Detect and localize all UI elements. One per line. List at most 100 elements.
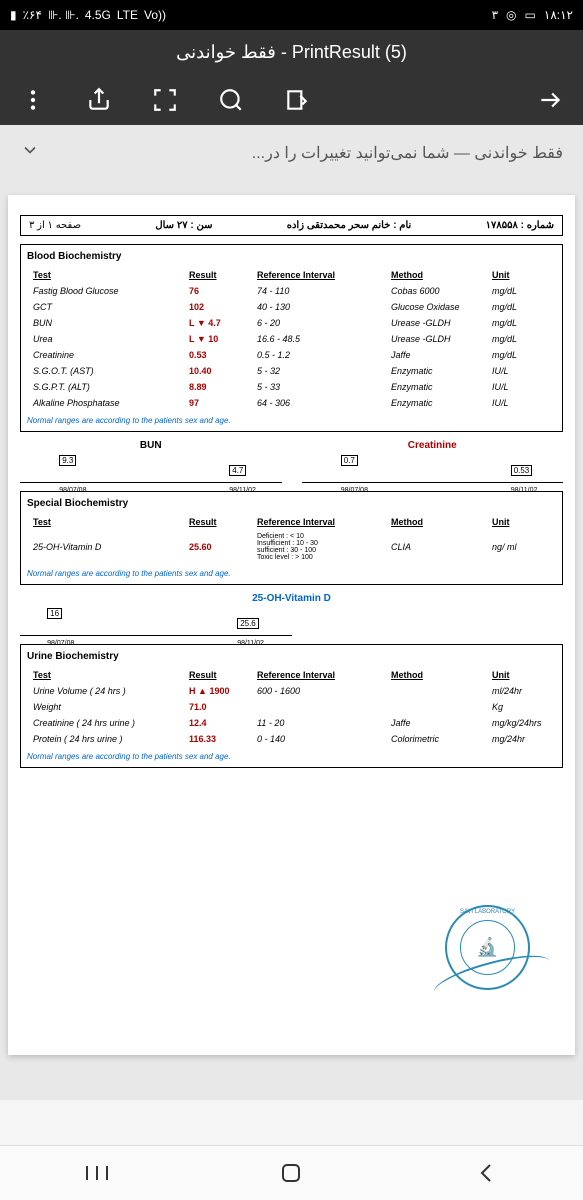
- table-row: BUN L ▼ 4.7 6 - 20 Urease -GLDH mg/dL: [29, 316, 554, 330]
- chart-date-label: 98/11/02: [229, 487, 256, 494]
- table-row: Urea L ▼ 10 16.6 - 48.5 Urease -GLDH mg/…: [29, 332, 554, 346]
- battery-pct: ٪۶۴: [23, 8, 42, 22]
- cell-test: Urine Volume ( 24 hrs ): [29, 684, 183, 698]
- cell-unit: Kg: [488, 700, 554, 714]
- cell-method: CLIA: [387, 531, 486, 563]
- cell-test: Creatinine ( 24 hrs urine ): [29, 716, 183, 730]
- fullscreen-icon[interactable]: [152, 87, 178, 113]
- cell-test: Urea: [29, 332, 183, 346]
- cell-ref: 64 - 306: [253, 396, 385, 410]
- status-bar: ▮ ٪۶۴ ⊪. ⊪. 4.5G LTE Vo)) ۳ ◎ ▭ ۱۸:۱۲: [0, 0, 583, 30]
- home-button[interactable]: [276, 1158, 306, 1188]
- number-label: شماره :: [521, 220, 554, 231]
- chevron-down-icon[interactable]: [20, 140, 40, 165]
- table-row: Weight 71.0 Kg: [29, 700, 554, 714]
- vitd-chart: 25-OH-Vitamin D 1698/07/0825.698/11/02: [20, 593, 563, 636]
- blood-bio-table: Test Result Reference Interval Method Un…: [27, 266, 556, 412]
- table-row: Creatinine 0.53 0.5 - 1.2 Jaffe mg/dL: [29, 348, 554, 362]
- th-method: Method: [387, 515, 486, 529]
- note-text: Normal ranges are according to the patie…: [27, 416, 556, 425]
- cell-result: L ▼ 10: [185, 332, 251, 346]
- cell-result: 25.60: [189, 542, 212, 552]
- section-title: Special Biochemistry: [27, 498, 556, 509]
- age-value: ۲۷ سال: [155, 220, 187, 231]
- chart-date-label: 98/07/08: [341, 487, 368, 494]
- cell-result: 102: [185, 300, 251, 314]
- th-method: Method: [387, 268, 486, 282]
- readonly-banner[interactable]: فقط خواندنی — شما نمی‌توانید تغییرات را …: [0, 125, 583, 180]
- signal-type: 4.5G: [85, 8, 111, 22]
- back-button[interactable]: [471, 1158, 501, 1188]
- chart-title: BUN: [20, 440, 282, 451]
- section-title: Urine Biochemistry: [27, 651, 556, 662]
- cell-ref: 16.6 - 48.5: [253, 332, 385, 346]
- table-row: 25-OH-Vitamin D 25.60 Deficient : < 10In…: [29, 531, 554, 563]
- cell-unit: IU/L: [488, 380, 554, 394]
- table-row: Creatinine ( 24 hrs urine ) 12.4 11 - 20…: [29, 716, 554, 730]
- cell-method: Jaffe: [387, 348, 486, 362]
- cell-result: 116.33: [185, 732, 251, 746]
- cell-method: Enzymatic: [387, 380, 486, 394]
- special-bio-table: Test Result Reference Interval Method Un…: [27, 513, 556, 565]
- document-page: شماره : ۱۷۸۵۵۸ نام : خانم سحر محمدتقی زا…: [8, 195, 575, 1055]
- chart-row: 25-OH-Vitamin D 1698/07/0825.698/11/02: [20, 593, 563, 636]
- cell-unit: ng/ ml: [488, 531, 554, 563]
- document-header: شماره : ۱۷۸۵۵۸ نام : خانم سحر محمدتقی زا…: [20, 215, 563, 236]
- document-viewport[interactable]: شماره : ۱۷۸۵۵۸ نام : خانم سحر محمدتقی زا…: [0, 180, 583, 1100]
- cell-ref: 74 - 110: [253, 284, 385, 298]
- name-value: خانم سحر محمدتقی زاده: [287, 220, 391, 231]
- forward-arrow-icon[interactable]: [537, 87, 563, 113]
- battery-icon: ▮: [10, 8, 17, 22]
- cell-unit: mg/24hr: [488, 732, 554, 746]
- search-icon[interactable]: [218, 87, 244, 113]
- cell-method: Urease -GLDH: [387, 316, 486, 330]
- cell-ref: [253, 700, 385, 714]
- th-unit: Unit: [488, 668, 554, 682]
- cell-method: Urease -GLDH: [387, 332, 486, 346]
- cell-unit: mg/dL: [488, 284, 554, 298]
- system-nav-bar: [0, 1145, 583, 1200]
- urine-bio-table: Test Result Reference Interval Method Un…: [27, 666, 556, 748]
- chart-point: 0.7: [341, 455, 358, 466]
- th-method: Method: [387, 668, 486, 682]
- cell-method: Jaffe: [387, 716, 486, 730]
- cell-result: 12.4: [185, 716, 251, 730]
- stamp-text: SAVI LABORATORY: [460, 909, 515, 915]
- share-icon[interactable]: [86, 87, 112, 113]
- cell-ref: Deficient : < 10Insufficient : 10 - 30su…: [253, 531, 385, 563]
- cell-unit: IU/L: [488, 396, 554, 410]
- bun-chart: BUN 9.398/07/084.798/11/02: [20, 440, 282, 483]
- note-text: Normal ranges are according to the patie…: [27, 752, 556, 761]
- age-label: سن :: [190, 220, 212, 231]
- th-unit: Unit: [488, 268, 554, 282]
- chart-point: 9.3: [59, 455, 76, 466]
- number-value: ۱۷۸۵۵۸: [486, 220, 518, 231]
- edit-icon[interactable]: [284, 87, 310, 113]
- cell-ref: 600 - 1600: [253, 684, 385, 698]
- cell-result: 10.40: [185, 364, 251, 378]
- cell-ref: 11 - 20: [253, 716, 385, 730]
- clock-time: ۱۸:۱۲: [544, 8, 573, 22]
- cell-test: Alkaline Phosphatase: [29, 396, 183, 410]
- cell-result: 71.0: [185, 700, 251, 714]
- table-row: Urine Volume ( 24 hrs ) H ▲ 1900 600 - 1…: [29, 684, 554, 698]
- cell-result: L ▼ 4.7: [185, 316, 251, 330]
- cell-method: [387, 684, 486, 698]
- chart-title: Creatinine: [302, 440, 564, 451]
- chart-point: 4.7: [229, 465, 246, 476]
- recents-button[interactable]: [82, 1158, 112, 1188]
- th-result: Result: [185, 268, 251, 282]
- chart-row: BUN 9.398/07/084.798/11/02 Creatinine 0.…: [20, 440, 563, 483]
- cell-result: 8.89: [185, 380, 251, 394]
- cell-test: S.G.O.T. (AST): [29, 364, 183, 378]
- table-row: Fastig Blood Glucose 76 74 - 110 Cobas 6…: [29, 284, 554, 298]
- chart-point: 0.53: [511, 465, 533, 476]
- more-vert-icon[interactable]: [20, 87, 46, 113]
- app-title-bar: فقط خواندنی - PrintResult (5): [0, 30, 583, 75]
- special-biochemistry-section: Special Biochemistry Test Result Referen…: [20, 491, 563, 585]
- picture-icon: ▭: [525, 8, 536, 22]
- chart-date-label: 98/07/08: [59, 487, 86, 494]
- cell-unit: mg/dL: [488, 332, 554, 346]
- cell-ref: 0.5 - 1.2: [253, 348, 385, 362]
- cell-result: 97: [185, 396, 251, 410]
